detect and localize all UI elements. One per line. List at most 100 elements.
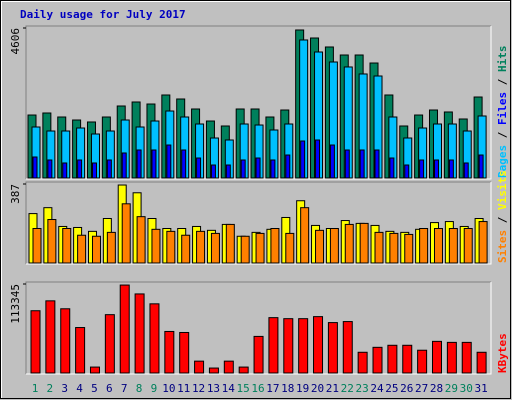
- bar: [298, 318, 309, 374]
- legend-entry: Hits: [496, 46, 509, 73]
- bar: [285, 154, 291, 179]
- x-tick-label: 12: [192, 382, 205, 395]
- x-tick-label: 16: [251, 382, 264, 395]
- x-tick-label: 15: [237, 382, 250, 395]
- bar: [283, 318, 294, 374]
- x-tick-label: 30: [460, 382, 473, 395]
- bar: [77, 234, 87, 264]
- bar: [374, 149, 380, 179]
- bar: [359, 222, 369, 264]
- bar: [75, 327, 86, 374]
- bar: [313, 316, 324, 374]
- bar: [179, 331, 190, 374]
- bar: [329, 228, 339, 264]
- bar: [300, 140, 306, 179]
- bar: [106, 231, 116, 264]
- bar: [359, 149, 365, 179]
- x-tick-label: 4: [76, 382, 83, 395]
- bar: [419, 228, 429, 264]
- bar: [270, 228, 280, 264]
- legend-entry: Visits: [496, 170, 509, 210]
- x-tick-label: 28: [430, 382, 443, 395]
- bar: [32, 228, 42, 264]
- bar: [315, 229, 325, 264]
- bar: [344, 149, 350, 179]
- bar: [45, 300, 56, 374]
- bar: [91, 162, 97, 179]
- bar: [240, 235, 250, 264]
- bar: [119, 284, 130, 374]
- panel-light: [26, 182, 492, 265]
- bar: [374, 231, 384, 264]
- x-tick-label: 21: [326, 382, 339, 395]
- bar: [181, 234, 191, 264]
- legend: KBytes: [496, 333, 509, 373]
- x-tick-label: 23: [356, 382, 369, 395]
- bar: [255, 232, 265, 264]
- x-tick-label: 19: [296, 382, 309, 395]
- bar: [431, 340, 442, 374]
- bar: [404, 233, 414, 264]
- bar: [389, 232, 399, 264]
- bar: [344, 223, 354, 264]
- bar: [225, 164, 231, 179]
- bar: [121, 203, 131, 264]
- x-tick-label: 24: [370, 382, 384, 395]
- bar: [196, 230, 206, 264]
- bar: [448, 228, 458, 264]
- bar: [327, 322, 338, 374]
- legend: Sites / Visits: [496, 170, 509, 263]
- panel-shadow: [25, 25, 491, 179]
- bar: [181, 149, 187, 179]
- x-tick-label: 31: [474, 382, 487, 395]
- bar: [433, 159, 439, 179]
- bar: [164, 330, 175, 374]
- x-tick-label: 11: [177, 382, 190, 395]
- bar: [166, 144, 172, 179]
- bar: [104, 314, 115, 374]
- x-tick-label: 5: [91, 382, 98, 395]
- legend-separator: /: [496, 72, 509, 92]
- legend: Pages / Files / Hits: [496, 46, 509, 179]
- chart-title: Daily usage for July 2017: [20, 8, 186, 21]
- x-tick-label: 26: [400, 382, 413, 395]
- bar: [463, 162, 469, 179]
- y-tick-label: 113345: [9, 284, 22, 324]
- bar: [47, 159, 53, 179]
- bar: [121, 152, 127, 179]
- bar: [149, 303, 160, 374]
- legend-separator: /: [496, 125, 509, 145]
- bar: [62, 162, 68, 179]
- x-tick-label: 1: [32, 382, 39, 395]
- bar: [62, 228, 72, 264]
- bar: [253, 335, 264, 374]
- bar: [136, 216, 146, 264]
- bar: [255, 157, 261, 179]
- legend-entry: Files: [496, 92, 509, 125]
- bar: [106, 159, 112, 179]
- panel-shadow: [25, 281, 491, 374]
- x-tick-label: 8: [136, 382, 143, 395]
- bar: [419, 159, 425, 179]
- bar: [404, 164, 410, 179]
- bar: [357, 351, 368, 374]
- bar: [285, 232, 295, 264]
- bar: [166, 230, 176, 264]
- x-tick-label: 9: [151, 382, 158, 395]
- bar: [478, 221, 488, 264]
- x-tick-label: 13: [207, 382, 220, 395]
- bar: [417, 349, 428, 374]
- bar: [240, 159, 246, 179]
- bar: [478, 154, 484, 179]
- bar: [223, 360, 234, 374]
- y-tick-label: 4606: [9, 28, 22, 55]
- bar: [77, 159, 83, 179]
- x-tick-label: 25: [385, 382, 398, 395]
- x-tick-label: 10: [162, 382, 175, 395]
- panel-light: [26, 282, 492, 375]
- y-tick-label: 387: [9, 184, 22, 204]
- x-tick-label: 18: [281, 382, 294, 395]
